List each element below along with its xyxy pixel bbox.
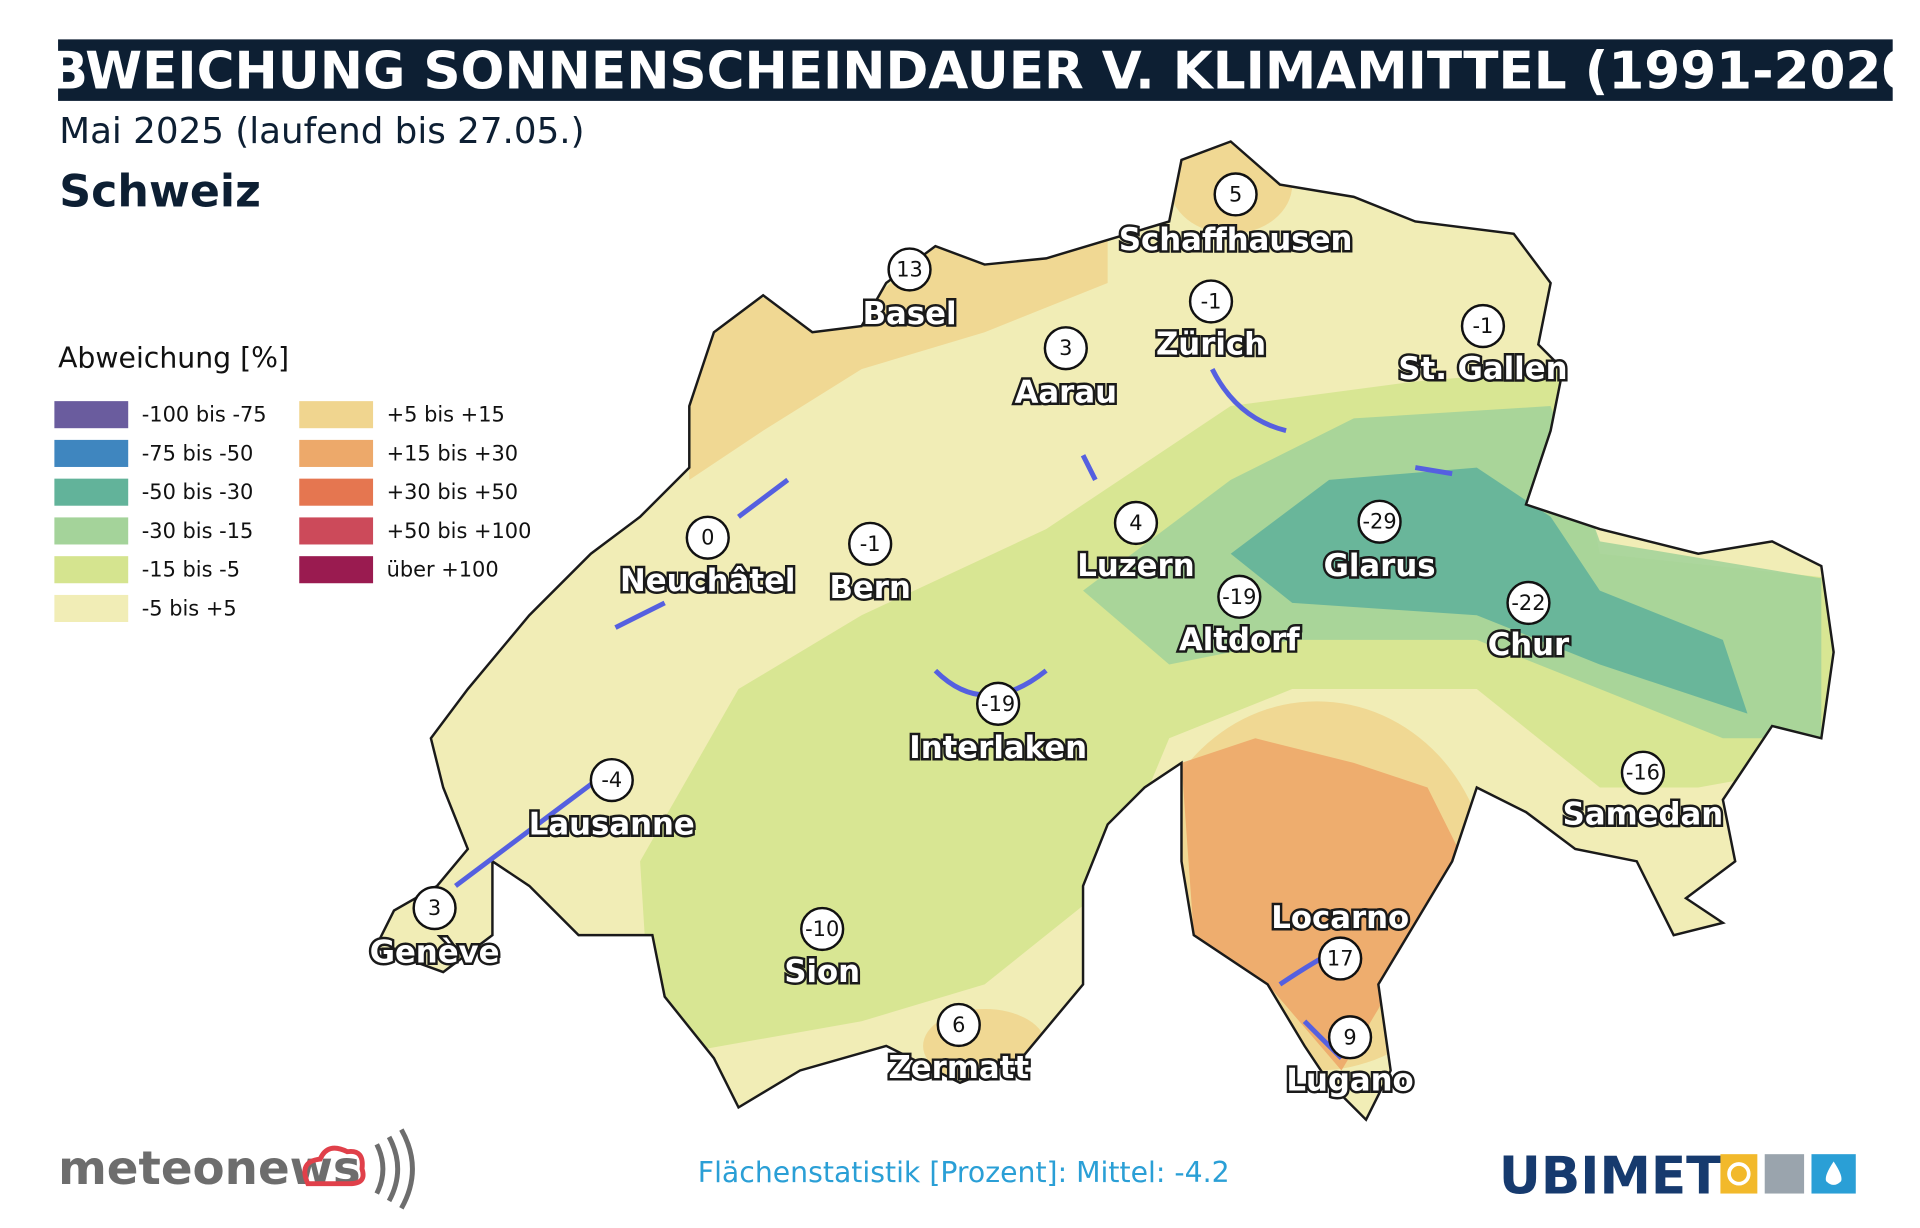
legend-swatch xyxy=(54,594,129,622)
station-marker xyxy=(685,515,730,560)
station-marker xyxy=(936,1002,981,1048)
station-marker xyxy=(848,521,893,567)
station-marker xyxy=(1113,500,1159,546)
cloud-icon xyxy=(302,1145,366,1187)
station-name: Bern xyxy=(829,570,910,606)
station-value: -4 xyxy=(601,768,622,792)
brand-left: meteonews xyxy=(58,1142,361,1196)
legend-swatch xyxy=(299,478,374,506)
station-marker xyxy=(1460,303,1506,349)
legend-label: +50 bis +100 xyxy=(387,519,532,543)
station-name: Luzern xyxy=(1077,548,1194,584)
signal-icon xyxy=(374,1128,415,1210)
subtitle: Mai 2025 (laufend bis 27.05.) xyxy=(59,111,584,152)
legend-label: -50 bis -30 xyxy=(142,480,254,504)
legend-swatch xyxy=(54,517,129,545)
station-value: -16 xyxy=(1626,761,1660,785)
map-fill xyxy=(375,141,1834,1120)
title: ABWEICHUNG SONNENSCHEINDAUER V. KLIMAMIT… xyxy=(9,41,1920,101)
station-marker xyxy=(412,885,457,931)
station-marker xyxy=(887,247,932,292)
legend-swatch xyxy=(299,556,374,584)
station-name: Glarus xyxy=(1324,548,1436,584)
station-marker xyxy=(1357,499,1402,544)
station-name: Altdorf xyxy=(1179,622,1300,658)
legend-label: +5 bis +15 xyxy=(387,403,505,427)
station-marker xyxy=(1506,580,1551,626)
brand-right: UBIMET xyxy=(1499,1146,1721,1206)
station-marker xyxy=(800,906,845,952)
legend-label: -75 bis -50 xyxy=(142,441,254,465)
title-bar xyxy=(58,39,1893,101)
station-value: 0 xyxy=(701,526,714,550)
station-value: -1 xyxy=(1201,289,1222,313)
legend-swatch xyxy=(54,439,129,467)
legend-swatch xyxy=(54,478,129,506)
station-value: -29 xyxy=(1363,510,1397,534)
station-value: -22 xyxy=(1511,591,1545,615)
station-marker xyxy=(1043,326,1088,371)
station-name: Interlaken xyxy=(909,730,1087,766)
station-name: Genève xyxy=(370,934,500,970)
station-marker xyxy=(1327,1015,1373,1060)
station-value: -10 xyxy=(805,917,839,941)
station-marker xyxy=(975,681,1021,726)
sun-glyph xyxy=(1727,1162,1751,1186)
station-name: St. Gallen xyxy=(1398,351,1567,387)
sun-icon xyxy=(1720,1154,1758,1194)
legend-label: +15 bis +30 xyxy=(387,441,519,465)
legend-label: über +100 xyxy=(387,558,499,582)
legend-label: -100 bis -75 xyxy=(142,403,267,427)
area xyxy=(689,233,1108,480)
station-value: 3 xyxy=(1059,336,1072,360)
station-marker xyxy=(589,757,634,803)
station-name: Lausanne xyxy=(529,806,695,842)
station-marker xyxy=(1620,750,1666,795)
station-value: 6 xyxy=(952,1013,965,1037)
station-value: 13 xyxy=(896,257,923,281)
station-name: Zermatt xyxy=(889,1050,1030,1086)
station-name: Schaffhausen xyxy=(1119,222,1353,258)
legend-label: -5 bis +5 xyxy=(142,596,237,620)
station-value: 5 xyxy=(1229,182,1242,206)
station-value: 17 xyxy=(1327,947,1354,971)
station-name: Chur xyxy=(1488,627,1570,663)
station-marker xyxy=(1318,936,1363,981)
station-name: Sion xyxy=(784,954,860,990)
station-value: 3 xyxy=(428,896,441,920)
stations: 5 Schaffhausen 13 Basel -1 Zürich -1 St. Gallen… xyxy=(367,172,1726,1101)
area xyxy=(1181,738,1465,1071)
station-name: Lugano xyxy=(1286,1062,1413,1098)
station-name: Locarno xyxy=(1271,900,1409,936)
legend-swatch xyxy=(299,517,374,545)
station-name: Samedan xyxy=(1563,797,1723,833)
station-value: -19 xyxy=(1222,585,1256,609)
station-name: Basel xyxy=(863,296,957,332)
station-value: -1 xyxy=(1473,314,1494,338)
legend-swatch xyxy=(299,401,374,429)
legend-swatch xyxy=(54,556,129,584)
station-value: 9 xyxy=(1343,1025,1356,1049)
station-marker xyxy=(1188,279,1234,324)
legend-label: -30 bis -15 xyxy=(142,519,254,543)
station-value: -1 xyxy=(860,532,881,556)
station-value: 4 xyxy=(1129,511,1142,535)
legend-title: Abweichung [%] xyxy=(58,342,289,375)
drop-glyph xyxy=(1825,1161,1842,1185)
station-name: Zürich xyxy=(1156,327,1266,363)
legend-label: +30 bis +50 xyxy=(387,480,519,504)
region: Schweiz xyxy=(59,166,261,217)
legend-swatch xyxy=(54,401,129,429)
statistic: Flächenstatistik [Prozent]: Mittel: -4.2 xyxy=(698,1156,1230,1189)
legend-label: -15 bis -5 xyxy=(142,558,240,582)
station-name: Neuchâtel xyxy=(620,563,795,599)
station-name: Aarau xyxy=(1015,375,1117,411)
cloud-box xyxy=(1764,1154,1805,1194)
station-value: -19 xyxy=(981,692,1015,716)
station-marker xyxy=(1213,172,1258,217)
legend-swatch xyxy=(299,439,374,467)
station-marker xyxy=(1217,574,1262,619)
